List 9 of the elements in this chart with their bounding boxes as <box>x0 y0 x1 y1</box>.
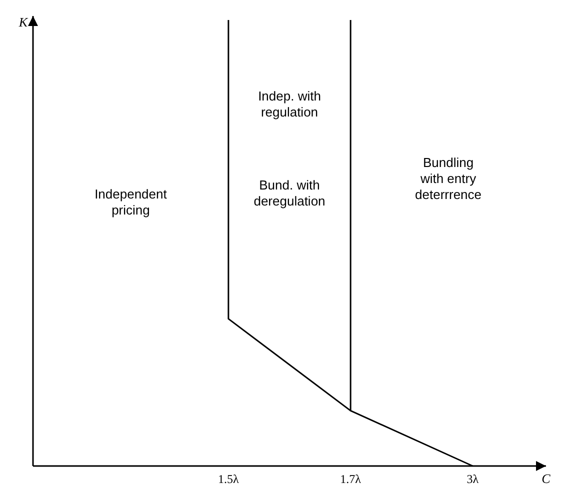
annotation: Indep. with regulation <box>258 88 321 120</box>
annotation: Bund. with deregulation <box>254 177 326 208</box>
text: K <box>18 14 29 30</box>
x-tick-label: 1.7λ <box>340 472 362 486</box>
x-tick-label: 3λ <box>466 472 479 486</box>
x-tick-label: 1.5λ <box>218 472 240 486</box>
x-axis-title: C <box>542 471 551 486</box>
text: Independent pricing <box>94 186 168 218</box>
annotation: Bundling with entry deterrrence <box>415 155 482 202</box>
